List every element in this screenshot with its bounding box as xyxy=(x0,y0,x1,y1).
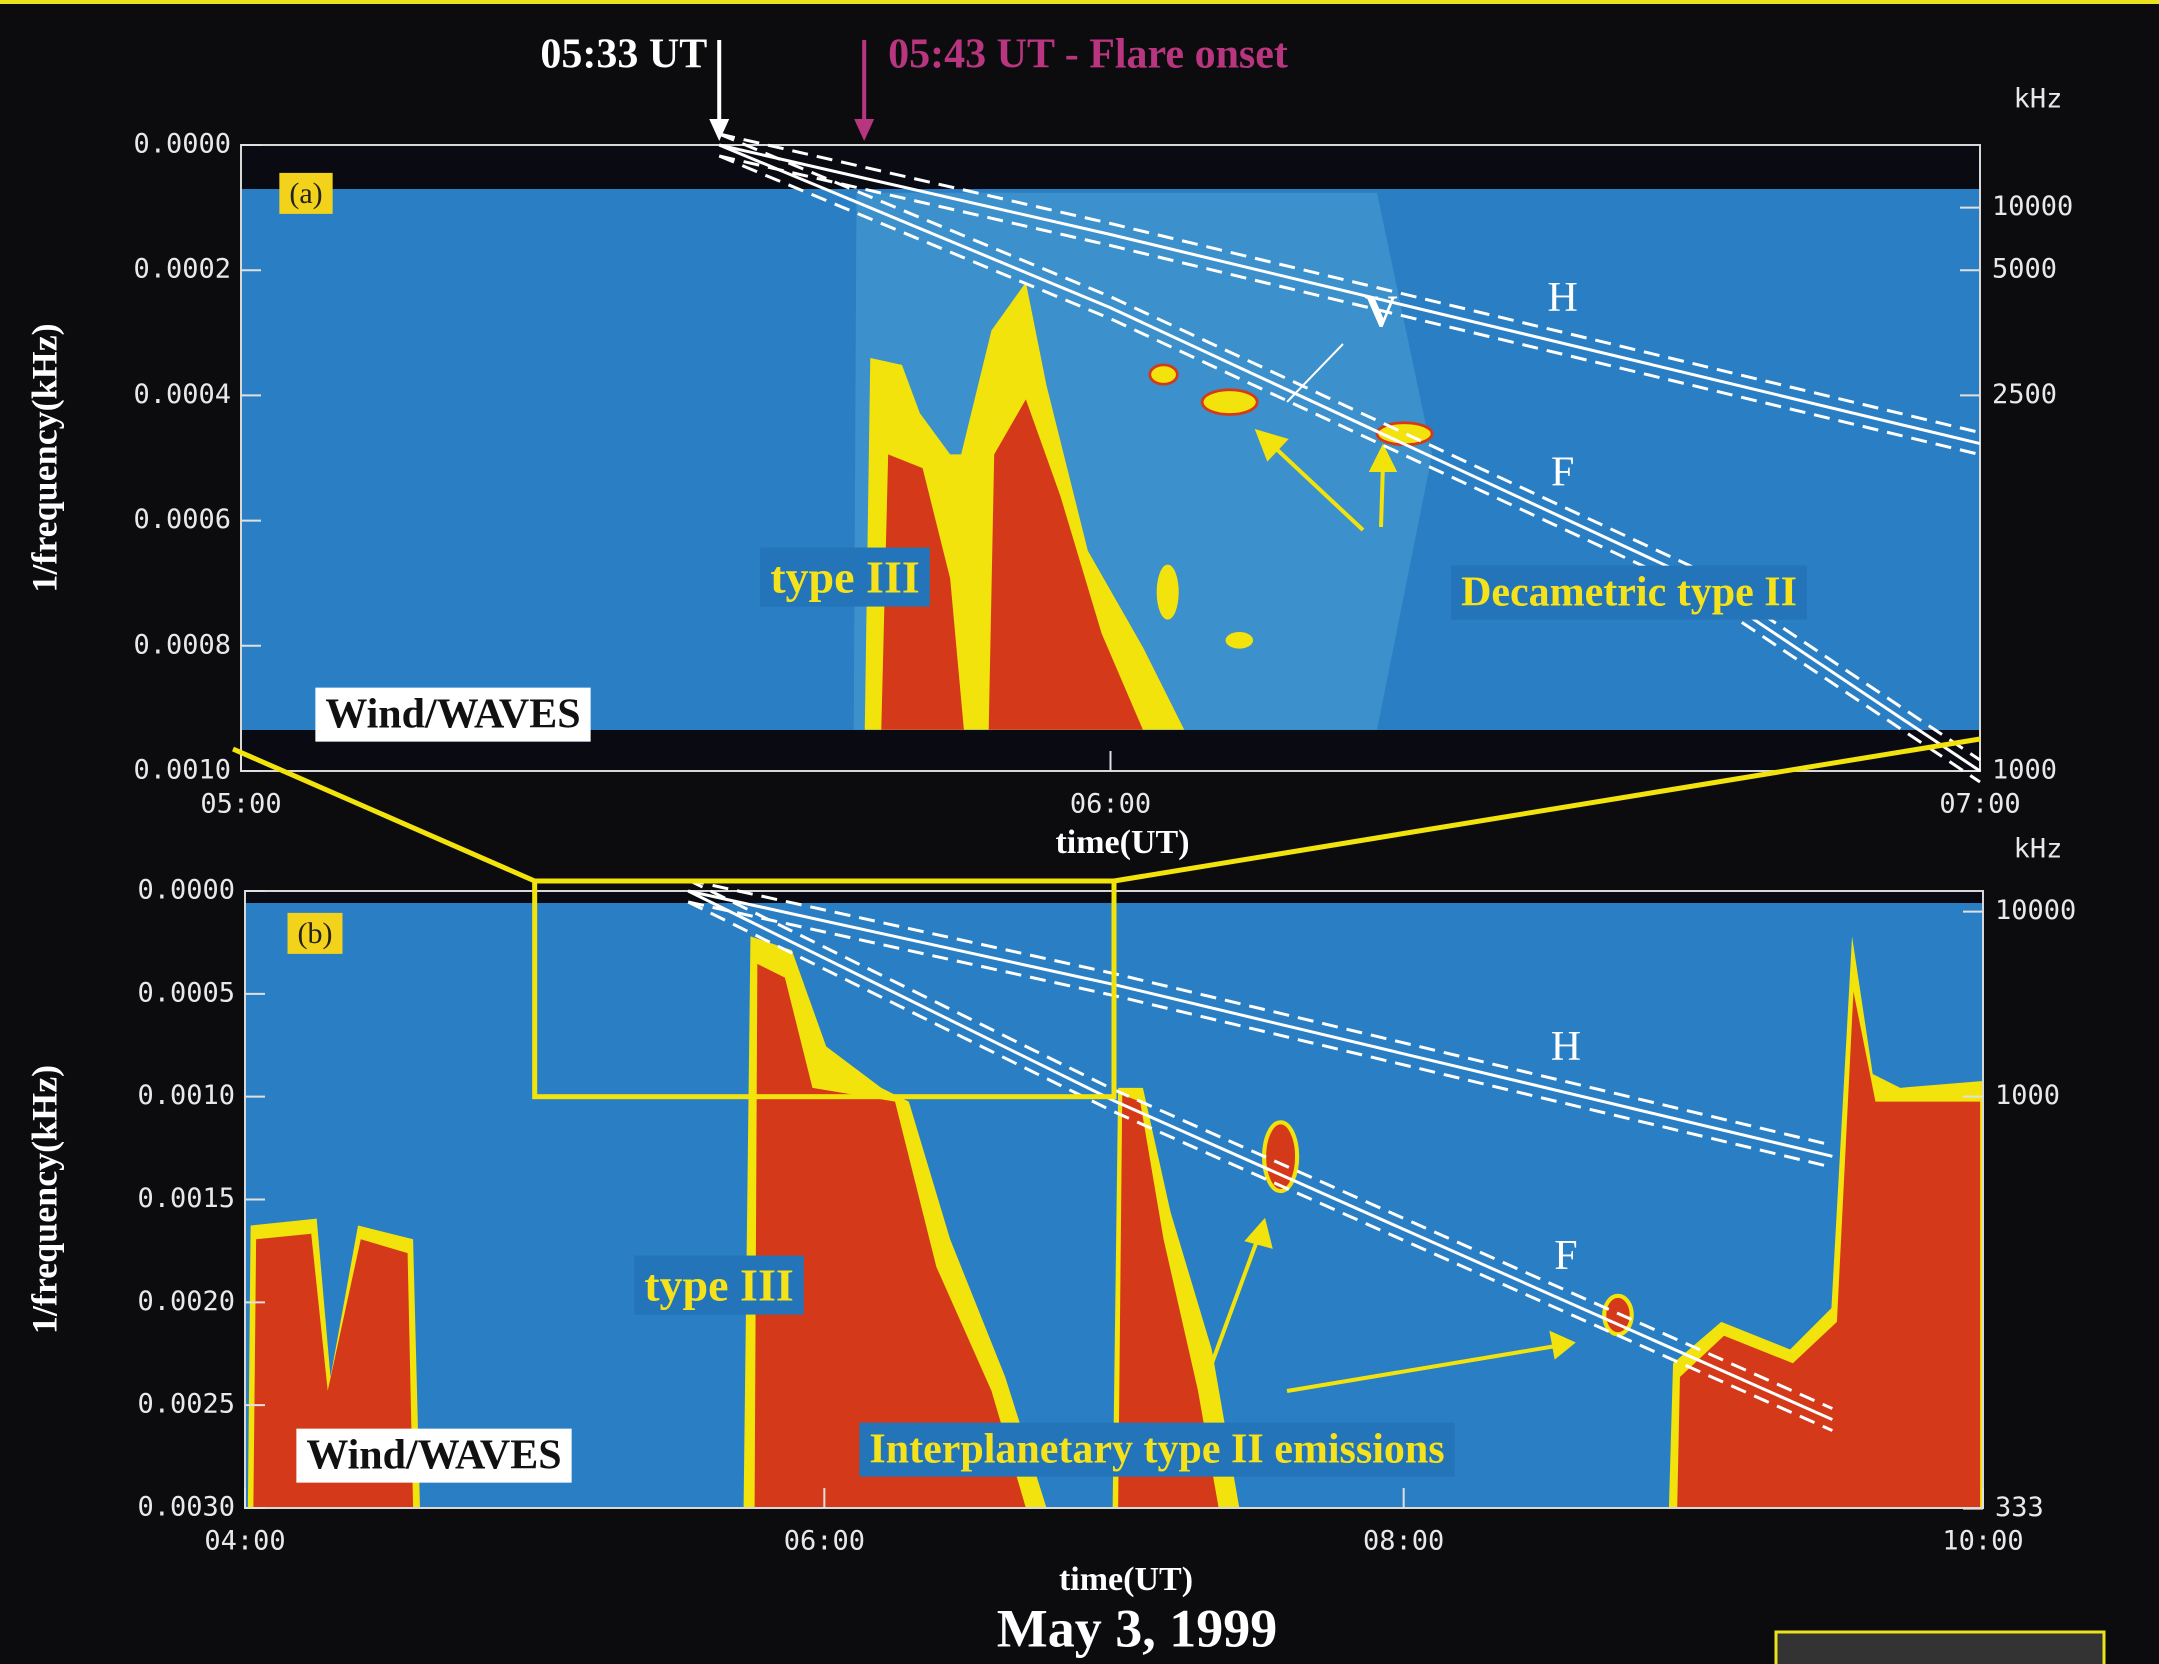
x-tick-label: 08:00 xyxy=(1363,1526,1444,1557)
emission-burst xyxy=(988,399,1143,730)
emission-blob xyxy=(1148,363,1179,386)
corner-box xyxy=(1774,1630,2106,1664)
arrow-head xyxy=(709,119,730,141)
pointer-arrow xyxy=(1210,1237,1260,1364)
y-tick-label: 0.0025 xyxy=(137,1389,235,1420)
arrow-head xyxy=(1244,1217,1273,1249)
y-tick-label: 0.0004 xyxy=(133,379,231,410)
y2-tick-label: 10000 xyxy=(1995,895,2076,926)
arrow-head xyxy=(1254,428,1289,462)
line-band xyxy=(687,900,1833,1432)
pointer-arrow xyxy=(1286,1344,1557,1393)
y-tick-label: 0.0000 xyxy=(133,129,231,160)
x-axis-label: time(UT) xyxy=(1059,1561,1193,1598)
annotation: 05:33 UT xyxy=(540,32,707,78)
pointer-arrow xyxy=(1379,463,1385,528)
annotation: type III xyxy=(770,552,920,603)
panel-label: (a) xyxy=(289,177,322,210)
x-tick-label: 06:00 xyxy=(1070,789,1151,820)
y-tick-label: 0.0002 xyxy=(133,254,231,285)
annotation: 05:43 UT - Flare onset xyxy=(888,32,1288,78)
x-axis-label: time(UT) xyxy=(1055,824,1189,861)
label-box xyxy=(634,1255,804,1315)
annotation: Decametric type II xyxy=(1461,570,1797,616)
y2-tick-label: 333 xyxy=(1995,1492,2044,1523)
zoom-connector xyxy=(1113,736,1981,884)
y2-axis-label: kHz xyxy=(2014,84,2063,115)
y-tick-label: 0.0030 xyxy=(137,1492,235,1523)
label-box xyxy=(315,687,591,742)
label-box xyxy=(760,547,930,607)
y2-tick-label: 2500 xyxy=(1992,379,2057,410)
emission-blob xyxy=(1225,632,1254,649)
line-band xyxy=(718,154,1981,784)
caption: May 3, 1999 xyxy=(997,1598,1277,1658)
y2-tick-label: 10000 xyxy=(1992,191,2073,222)
line-band xyxy=(687,878,1833,1410)
y-tick-label: 0.0000 xyxy=(137,875,235,906)
y-tick-label: 0.0015 xyxy=(137,1183,235,1214)
emission-burst xyxy=(1677,991,1981,1508)
series-label: H xyxy=(1547,275,1577,321)
annotation: V xyxy=(1364,286,1397,337)
zoom-connector xyxy=(231,746,536,884)
emission-burst xyxy=(754,963,1026,1508)
emission-blob xyxy=(1200,388,1259,416)
arrow-head xyxy=(1368,443,1398,472)
pointer-line xyxy=(1286,343,1344,403)
annotation: type III xyxy=(644,1260,794,1311)
y2-tick-label: 1000 xyxy=(1995,1080,2060,1111)
instrument-label: Wind/WAVES xyxy=(306,1433,561,1479)
label-box xyxy=(1451,565,1807,620)
y2-tick-label: 1000 xyxy=(1992,755,2057,786)
label-box xyxy=(296,1428,572,1483)
no-data-band xyxy=(241,145,1980,189)
line-band xyxy=(718,132,1981,435)
x-tick-label: 04:00 xyxy=(204,1526,285,1557)
line-band xyxy=(718,154,1981,457)
series-label: H xyxy=(1551,1024,1581,1070)
annotation: Interplanetary type II emissions xyxy=(869,1427,1444,1473)
fit-line xyxy=(718,143,1981,446)
x-tick-label: 07:00 xyxy=(1939,789,2020,820)
label-box xyxy=(859,1422,1455,1477)
line-band xyxy=(718,132,1981,762)
y-tick-label: 0.0008 xyxy=(133,629,231,660)
arrow-head xyxy=(1549,1330,1576,1360)
emission-burst xyxy=(1118,1094,1219,1508)
y-tick-label: 0.0006 xyxy=(133,504,231,535)
fit-line xyxy=(718,143,1981,773)
y-tick-label: 0.0010 xyxy=(133,755,231,786)
series-label: F xyxy=(1554,1233,1577,1279)
arrow-head xyxy=(854,119,875,141)
y-axis-label: 1/frequency(kHz) xyxy=(24,1065,64,1334)
spectrogram-emission xyxy=(247,192,1983,1508)
instrument-label: Wind/WAVES xyxy=(325,692,580,738)
pointer-arrow xyxy=(1268,441,1365,532)
y2-tick-label: 5000 xyxy=(1992,254,2057,285)
label-box xyxy=(279,172,333,214)
x-tick-label: 05:00 xyxy=(200,789,281,820)
y-axis-label: 1/frequency(kHz) xyxy=(24,323,64,592)
fit-line xyxy=(687,889,1833,1421)
y2-axis-label: kHz xyxy=(2014,834,2063,865)
pointer-arrows xyxy=(1210,428,1576,1393)
x-tick-label: 10:00 xyxy=(1942,1526,2023,1557)
top-border xyxy=(0,0,2159,4)
y-tick-label: 0.0010 xyxy=(137,1080,235,1111)
x-tick-label: 06:00 xyxy=(784,1526,865,1557)
panel-label: (b) xyxy=(298,917,333,950)
emission-blob xyxy=(1156,564,1179,620)
y-tick-label: 0.0020 xyxy=(137,1286,235,1317)
series-label: F xyxy=(1551,449,1574,495)
zoom-box xyxy=(532,878,1117,1100)
label-box xyxy=(287,912,343,954)
y-tick-label: 0.0005 xyxy=(137,977,235,1008)
